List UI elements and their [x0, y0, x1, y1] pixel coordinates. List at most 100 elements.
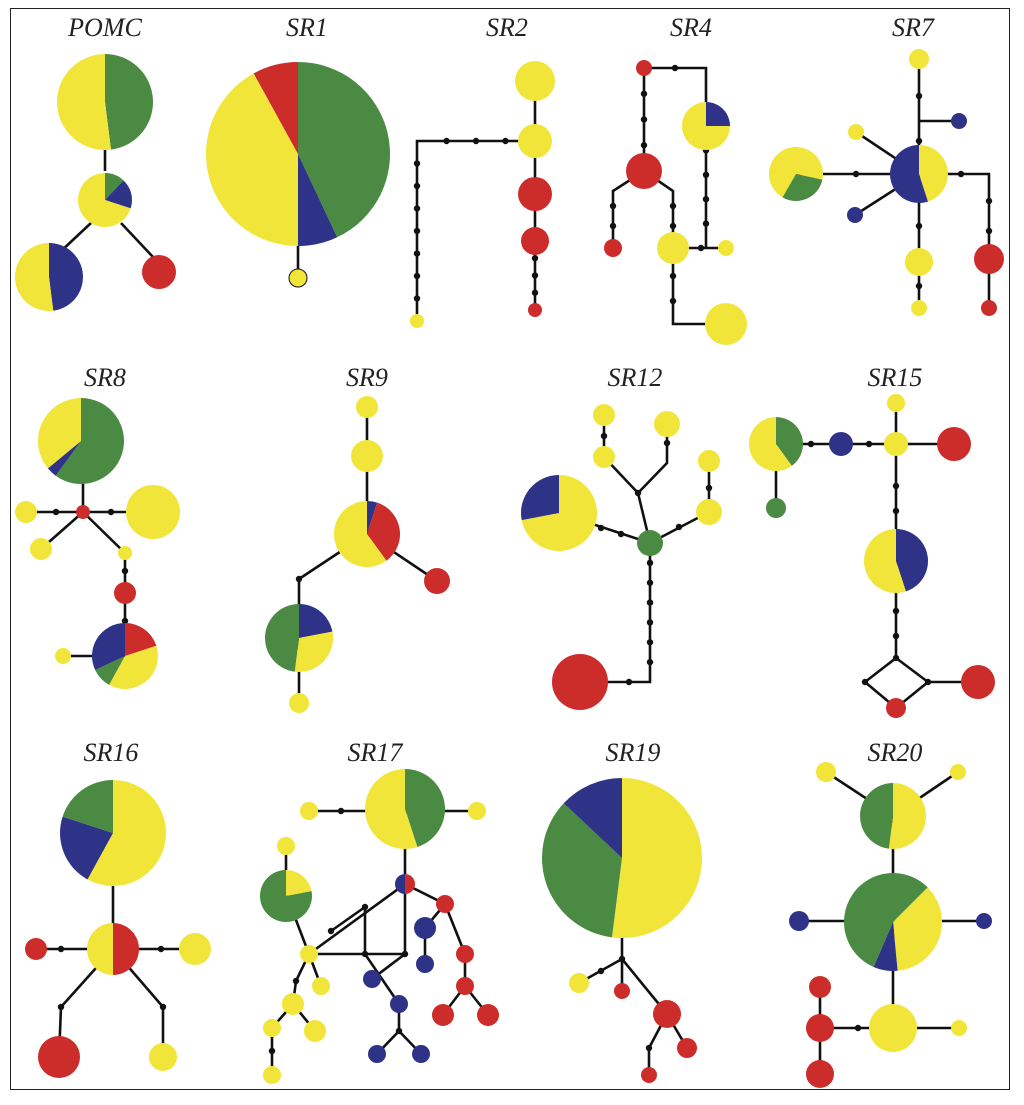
panel-sr2: SR2 — [410, 13, 555, 328]
panel-title: SR4 — [670, 13, 712, 42]
median-vector-dot — [861, 678, 869, 686]
haplotype-node — [424, 568, 450, 594]
haplotype-node — [748, 417, 803, 471]
median-vector-dot — [640, 142, 648, 149]
median-vector-dot — [646, 658, 654, 666]
haplotype-node — [911, 300, 927, 316]
pie-slice — [57, 53, 112, 150]
pie-slice — [864, 529, 906, 593]
network-edge — [308, 882, 406, 956]
haplotype-node — [769, 147, 823, 201]
haplotype-node — [456, 977, 474, 995]
haplotype-node — [368, 1045, 386, 1063]
pie-slice — [563, 778, 622, 858]
median-vector-dot — [618, 955, 626, 963]
haplotype-node — [414, 917, 436, 939]
pie-slice — [125, 623, 157, 656]
pie-slice — [769, 147, 823, 198]
pie-slice — [113, 923, 139, 975]
haplotype-network-figure: POMC SR1 SR2 SR4 SR7 SR8 SR9 SR12 SR15 SR16 SR17 SR… — [10, 8, 1010, 1090]
median-vector-dot — [669, 222, 677, 230]
median-vector-dot — [892, 654, 900, 662]
haplotype-node — [37, 398, 125, 485]
pie-slice — [896, 529, 929, 592]
median-vector-dot — [915, 222, 923, 230]
haplotype-node — [456, 945, 474, 963]
median-vector-dot — [413, 182, 421, 190]
haplotype-node — [356, 396, 378, 418]
haplotype-node — [30, 538, 52, 560]
haplotype-node — [844, 873, 942, 971]
median-vector-dot — [663, 439, 671, 447]
haplotype-node — [521, 475, 597, 551]
median-vector-dot — [985, 197, 993, 205]
pie-slice — [888, 783, 926, 849]
haplotype-node — [829, 432, 853, 456]
haplotype-node — [569, 973, 589, 993]
median-vector-dot — [702, 196, 710, 203]
pie-slice — [78, 173, 131, 228]
pie-slice — [890, 145, 928, 203]
node-outline — [288, 268, 308, 288]
haplotype-node — [718, 240, 734, 256]
haplotype-node — [859, 783, 926, 849]
haplotype-node — [653, 1000, 681, 1028]
panel-title: SR15 — [868, 363, 923, 392]
haplotype-node — [114, 582, 136, 604]
median-vector-dot — [472, 137, 480, 145]
pie-slice — [105, 180, 132, 209]
haplotype-node — [705, 303, 747, 345]
pie-slice — [873, 922, 898, 971]
panel-sr9: SR9 — [265, 363, 450, 713]
pie-slice — [844, 873, 928, 967]
panel-sr19: SR19 — [541, 738, 702, 1083]
pie-slice — [253, 62, 298, 154]
median-vector-dot — [159, 1003, 167, 1011]
haplotype-node — [259, 870, 312, 922]
haplotype-node — [304, 1020, 326, 1042]
median-vector-dot — [292, 977, 300, 985]
median-vector-dot — [413, 205, 421, 212]
haplotype-node — [682, 102, 730, 150]
panel-title: POMC — [67, 13, 142, 42]
median-vector-dot — [107, 508, 115, 516]
panel-title: SR9 — [346, 363, 388, 392]
haplotype-node — [890, 145, 949, 203]
haplotype-node — [951, 1020, 967, 1036]
haplotype-node — [289, 693, 309, 713]
pie-slice — [49, 243, 84, 311]
network-edge — [120, 222, 154, 258]
haplotype-node — [884, 432, 908, 456]
median-vector-dot — [609, 202, 617, 210]
haplotype-node — [641, 1067, 657, 1083]
median-vector-dot — [702, 171, 710, 178]
median-vector-dot — [915, 137, 923, 145]
haplotype-node — [363, 970, 381, 988]
median-vector-dot — [617, 530, 625, 538]
median-vector-dot — [669, 272, 677, 280]
haplotype-node — [848, 124, 864, 140]
haplotype-node — [976, 913, 992, 929]
median-vector-dot — [337, 807, 345, 815]
haplotype-node — [654, 411, 680, 437]
haplotype-node — [390, 995, 408, 1013]
haplotype-node — [696, 499, 722, 525]
pie-slice — [298, 62, 390, 238]
haplotype-node — [142, 255, 176, 289]
median-vector-dot — [669, 297, 677, 305]
haplotype-node — [410, 314, 424, 328]
median-vector-dot — [413, 227, 421, 235]
median-vector-dot — [646, 599, 654, 606]
haplotype-node — [552, 654, 608, 710]
haplotype-node — [25, 938, 47, 960]
pie-slice — [265, 604, 299, 672]
panel-sr12: SR12 — [521, 363, 722, 710]
panel-sr15: SR15 — [748, 363, 995, 718]
median-vector-dot — [924, 678, 932, 686]
pie-slice — [706, 102, 730, 126]
haplotype-node — [263, 1066, 281, 1084]
median-vector-dot — [957, 170, 965, 178]
haplotype-node — [289, 269, 307, 287]
median-vector-dot — [915, 282, 923, 290]
median-vector-dot — [121, 567, 129, 575]
